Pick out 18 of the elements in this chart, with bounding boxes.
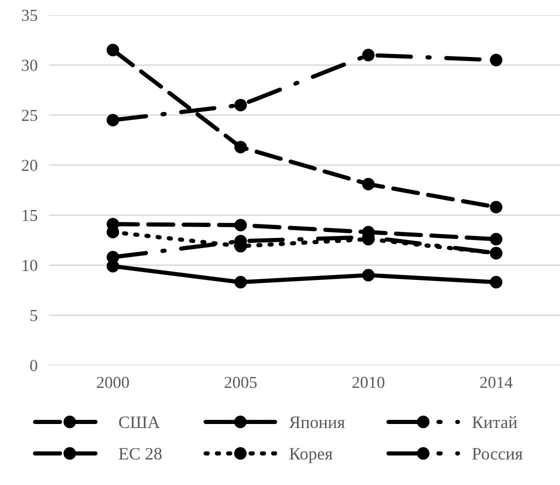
legend-label: Россия bbox=[472, 448, 523, 460]
x-tick-label: 2014 bbox=[480, 376, 513, 388]
legend-label: ЕС 28 bbox=[118, 448, 162, 460]
y-tick-label: 10 bbox=[22, 260, 38, 272]
y-tick-label: 20 bbox=[22, 160, 38, 172]
y-tick-label: 15 bbox=[22, 210, 38, 222]
y-tick-label: 0 bbox=[30, 360, 38, 372]
y-tick-label: 35 bbox=[22, 10, 38, 21]
y-tick-label: 25 bbox=[22, 110, 38, 122]
legend-label: Япония bbox=[289, 416, 345, 428]
legend-label: США bbox=[119, 416, 160, 428]
y-tick-label: 30 bbox=[22, 60, 38, 72]
x-tick-label: 2000 bbox=[96, 376, 129, 388]
x-tick-label: 2005 bbox=[224, 376, 257, 388]
y-tick-label: 5 bbox=[30, 310, 38, 322]
legend-label: Китай bbox=[472, 416, 518, 428]
legend-label: Корея bbox=[289, 448, 332, 464]
x-tick-label: 2010 bbox=[352, 376, 384, 388]
